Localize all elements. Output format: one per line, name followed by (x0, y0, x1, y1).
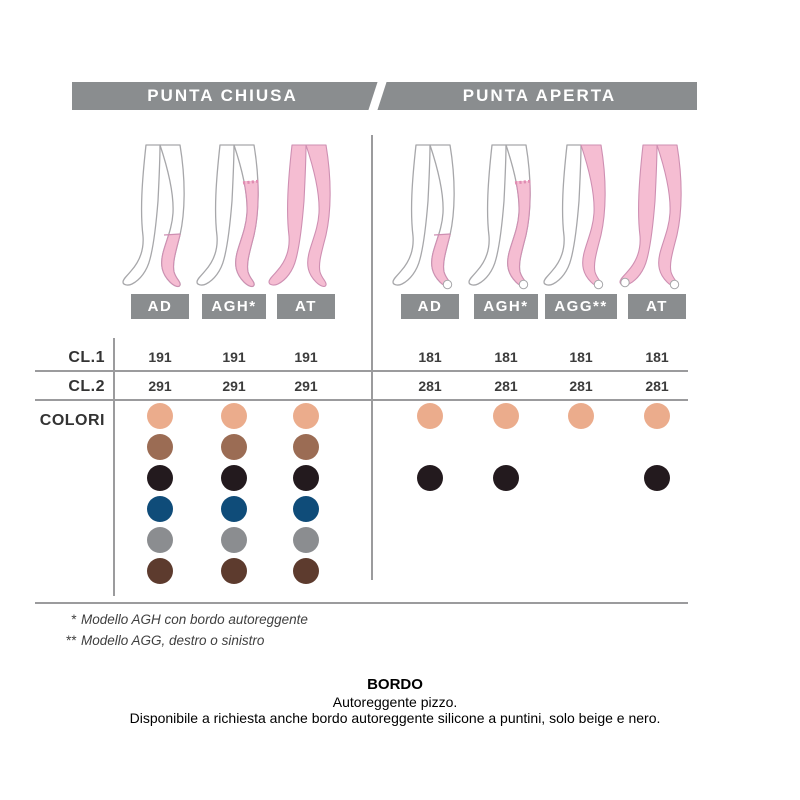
color-dot-brown-closed-0 (147, 434, 173, 460)
footnote-agg-text: Modello AGG, destro o sinistro (81, 633, 265, 648)
model-label-open-2: AGG** (545, 294, 617, 319)
code-cl1-open-1: 181 (494, 349, 518, 365)
color-dot-brown-closed-2 (293, 434, 319, 460)
model-label-open-3: AT (628, 294, 686, 319)
color-dot-black-closed-2 (293, 465, 319, 491)
color-dot-beige-open-2 (568, 403, 594, 429)
footnote-agg-mark: ** (65, 633, 76, 648)
vline-label-column (113, 338, 115, 596)
bordo-title: BORDO (367, 676, 423, 693)
color-dot-dark-brown-closed-2 (293, 558, 319, 584)
model-label-open-1: AGH* (474, 294, 538, 319)
color-dot-beige-open-0 (417, 403, 443, 429)
code-cl2-open-2: 281 (569, 378, 593, 394)
color-dot-black-closed-1 (221, 465, 247, 491)
color-dot-beige-closed-0 (147, 403, 173, 429)
color-dot-beige-open-1 (493, 403, 519, 429)
footnote-agh-mark: * (70, 612, 76, 627)
code-cl1-open-0: 181 (418, 349, 442, 365)
color-dot-black-open-1 (493, 465, 519, 491)
color-dot-black-open-3 (644, 465, 670, 491)
row-label-cl2: CL.2 (68, 378, 105, 395)
leg-illustration-closed-ad (120, 141, 200, 291)
hline-table-bottom (35, 602, 688, 604)
color-dot-black-open-0 (417, 465, 443, 491)
hline-cl2-colori (35, 399, 688, 401)
code-cl2-open-3: 281 (645, 378, 669, 394)
row-label-cl1: CL.1 (68, 349, 105, 366)
footnote-agh: * Modello AGH con bordo autoreggente (58, 612, 308, 627)
model-label-closed-0: AD (131, 294, 189, 319)
color-dot-black-closed-0 (147, 465, 173, 491)
color-dot-navy-blue-closed-0 (147, 496, 173, 522)
leg-illustration-open-agg (541, 141, 621, 291)
color-dot-dark-brown-closed-0 (147, 558, 173, 584)
model-label-closed-2: AT (277, 294, 335, 319)
model-label-closed-1: AGH* (202, 294, 266, 319)
color-dot-navy-blue-closed-2 (293, 496, 319, 522)
leg-illustration-closed-agh (194, 141, 274, 291)
header-punta-chiusa: PUNTA CHIUSA (147, 86, 298, 105)
code-cl2-closed-0: 291 (148, 378, 172, 394)
leg-illustration-open-ad (390, 141, 470, 291)
color-dot-gray-closed-2 (293, 527, 319, 553)
code-cl1-closed-0: 191 (148, 349, 172, 365)
color-dot-gray-closed-1 (221, 527, 247, 553)
footnote-agg: ** Modello AGG, destro o sinistro (58, 633, 264, 648)
code-cl1-open-2: 181 (569, 349, 593, 365)
color-dot-brown-closed-1 (221, 434, 247, 460)
leg-illustration-open-at (617, 141, 697, 291)
leg-illustration-closed-at (266, 141, 346, 291)
code-cl2-closed-2: 291 (294, 378, 318, 394)
color-dot-gray-closed-0 (147, 527, 173, 553)
bordo-description: Disponibile a richiesta anche bordo auto… (129, 710, 661, 726)
code-cl1-closed-1: 191 (222, 349, 246, 365)
hline-cl1-cl2 (35, 370, 688, 372)
code-cl2-closed-1: 291 (222, 378, 246, 394)
color-dot-dark-brown-closed-1 (221, 558, 247, 584)
color-dot-beige-closed-2 (293, 403, 319, 429)
code-cl1-closed-2: 191 (294, 349, 318, 365)
header-punta-aperta: PUNTA APERTA (462, 86, 617, 105)
color-dot-beige-open-3 (644, 403, 670, 429)
footnote-agh-text: Modello AGH con bordo autoreggente (81, 612, 308, 627)
row-label-colori: COLORI (39, 412, 105, 429)
code-cl2-open-1: 281 (494, 378, 518, 394)
toe-type-header: PUNTA CHIUSA PUNTA APERTA (72, 79, 697, 113)
vline-group-divider (371, 135, 373, 580)
code-cl2-open-0: 281 (418, 378, 442, 394)
model-label-open-0: AD (401, 294, 459, 319)
color-dot-beige-closed-1 (221, 403, 247, 429)
bordo-subtitle: Autoreggente pizzo. (332, 694, 458, 710)
code-cl1-open-3: 181 (645, 349, 669, 365)
leg-illustration-open-agh (466, 141, 546, 291)
color-dot-navy-blue-closed-1 (221, 496, 247, 522)
